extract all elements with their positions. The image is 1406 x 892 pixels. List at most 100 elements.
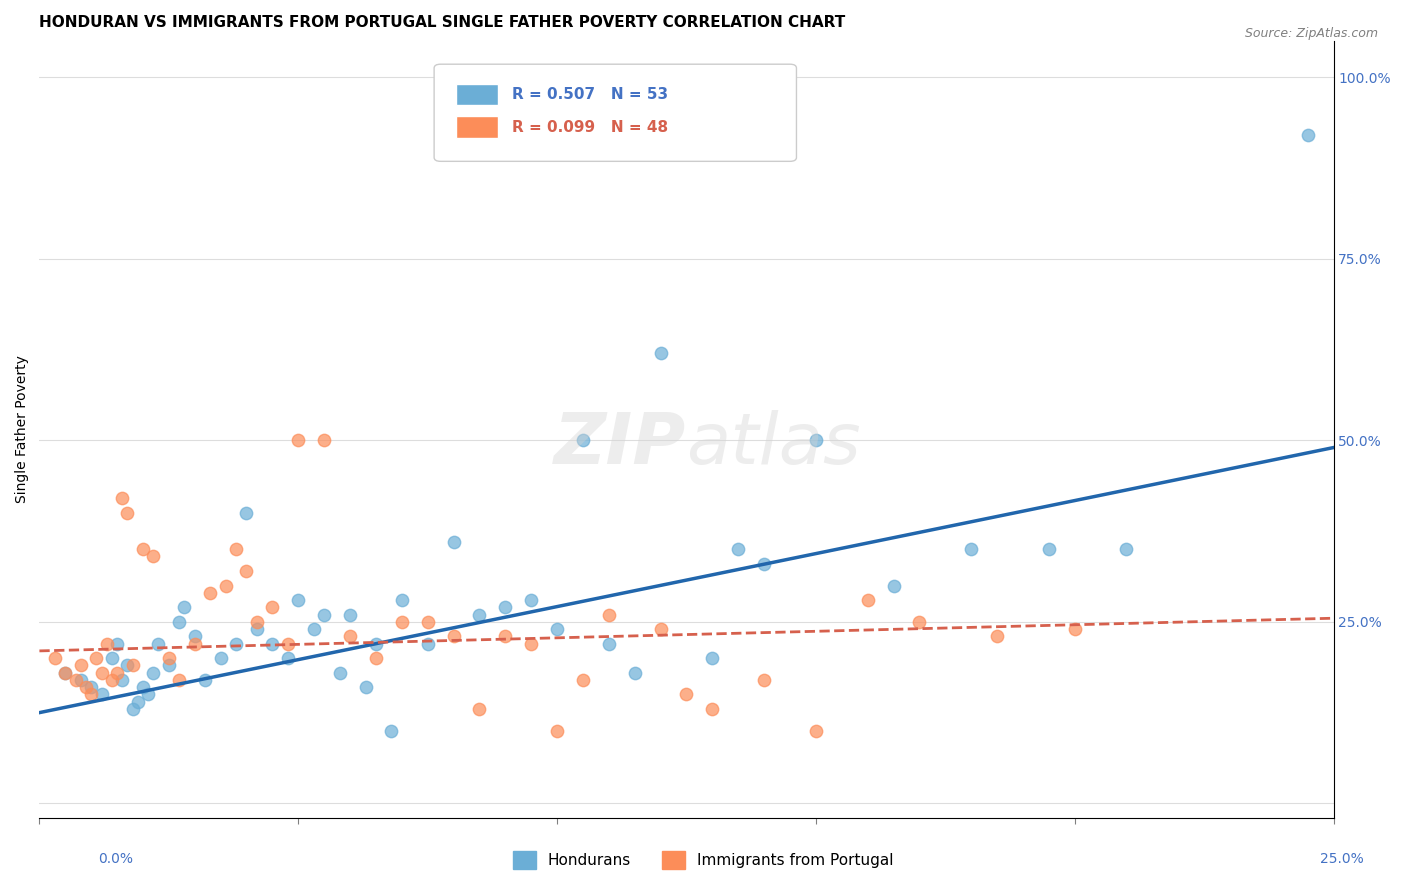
- Point: [1296, 128, 1319, 143]
- Point: [443, 629, 465, 643]
- Point: [277, 637, 299, 651]
- Point: [90, 665, 112, 680]
- Text: 25.0%: 25.0%: [1320, 852, 1364, 866]
- Point: [364, 651, 387, 665]
- Point: [520, 637, 543, 651]
- Point: [804, 723, 827, 738]
- Point: [277, 651, 299, 665]
- Text: atlas: atlas: [686, 410, 860, 479]
- Point: [101, 651, 124, 665]
- Point: [148, 637, 170, 651]
- Y-axis label: Single Father Poverty: Single Father Poverty: [15, 356, 30, 503]
- Point: [287, 434, 309, 448]
- Point: [287, 593, 309, 607]
- Point: [117, 658, 139, 673]
- Point: [494, 629, 516, 643]
- Point: [142, 665, 165, 680]
- Point: [354, 680, 377, 694]
- Legend: Hondurans, Immigrants from Portugal: Hondurans, Immigrants from Portugal: [506, 845, 900, 875]
- Point: [86, 651, 108, 665]
- Point: [127, 695, 149, 709]
- Point: [675, 688, 697, 702]
- Point: [183, 637, 205, 651]
- Point: [364, 637, 387, 651]
- Point: [44, 651, 66, 665]
- Point: [215, 578, 238, 592]
- Point: [572, 673, 595, 687]
- Point: [1038, 542, 1060, 557]
- Point: [416, 637, 439, 651]
- Point: [111, 491, 134, 506]
- Point: [69, 658, 91, 673]
- Point: [246, 615, 269, 629]
- Point: [69, 673, 91, 687]
- Point: [225, 637, 247, 651]
- Point: [136, 688, 159, 702]
- Text: HONDURAN VS IMMIGRANTS FROM PORTUGAL SINGLE FATHER POVERTY CORRELATION CHART: HONDURAN VS IMMIGRANTS FROM PORTUGAL SIN…: [39, 15, 845, 30]
- Point: [598, 637, 620, 651]
- Point: [1063, 622, 1085, 636]
- Point: [856, 593, 879, 607]
- Point: [246, 622, 269, 636]
- FancyBboxPatch shape: [456, 116, 498, 138]
- Point: [209, 651, 232, 665]
- Point: [167, 615, 190, 629]
- Point: [262, 637, 284, 651]
- Point: [132, 680, 155, 694]
- Point: [117, 506, 139, 520]
- Point: [157, 658, 180, 673]
- Point: [167, 673, 190, 687]
- Point: [262, 600, 284, 615]
- Point: [752, 673, 775, 687]
- Text: R = 0.099   N = 48: R = 0.099 N = 48: [512, 120, 668, 135]
- Point: [183, 629, 205, 643]
- Point: [391, 615, 413, 629]
- Point: [329, 665, 352, 680]
- Point: [520, 593, 543, 607]
- Point: [111, 673, 134, 687]
- Point: [702, 651, 724, 665]
- Point: [572, 434, 595, 448]
- Text: ZIP: ZIP: [554, 410, 686, 479]
- Point: [75, 680, 97, 694]
- Point: [105, 637, 128, 651]
- Point: [80, 680, 103, 694]
- FancyBboxPatch shape: [434, 64, 796, 161]
- Point: [804, 434, 827, 448]
- Point: [53, 665, 76, 680]
- Point: [727, 542, 749, 557]
- Point: [80, 688, 103, 702]
- Point: [314, 434, 336, 448]
- Point: [157, 651, 180, 665]
- Text: Source: ZipAtlas.com: Source: ZipAtlas.com: [1244, 27, 1378, 40]
- Text: R = 0.507   N = 53: R = 0.507 N = 53: [512, 87, 668, 102]
- Point: [468, 702, 491, 716]
- Point: [132, 542, 155, 557]
- Point: [225, 542, 247, 557]
- Point: [986, 629, 1008, 643]
- Point: [121, 658, 143, 673]
- Point: [416, 615, 439, 629]
- Point: [546, 723, 568, 738]
- Point: [883, 578, 905, 592]
- Point: [650, 622, 672, 636]
- Point: [142, 549, 165, 564]
- Point: [494, 600, 516, 615]
- Point: [314, 607, 336, 622]
- Point: [702, 702, 724, 716]
- Point: [101, 673, 124, 687]
- Point: [339, 607, 361, 622]
- Point: [443, 535, 465, 549]
- Point: [339, 629, 361, 643]
- Point: [960, 542, 983, 557]
- Point: [65, 673, 87, 687]
- Point: [623, 665, 645, 680]
- Point: [1115, 542, 1137, 557]
- Point: [194, 673, 217, 687]
- Point: [380, 723, 402, 738]
- Point: [173, 600, 195, 615]
- Point: [90, 688, 112, 702]
- Point: [468, 607, 491, 622]
- Point: [752, 557, 775, 571]
- Point: [121, 702, 143, 716]
